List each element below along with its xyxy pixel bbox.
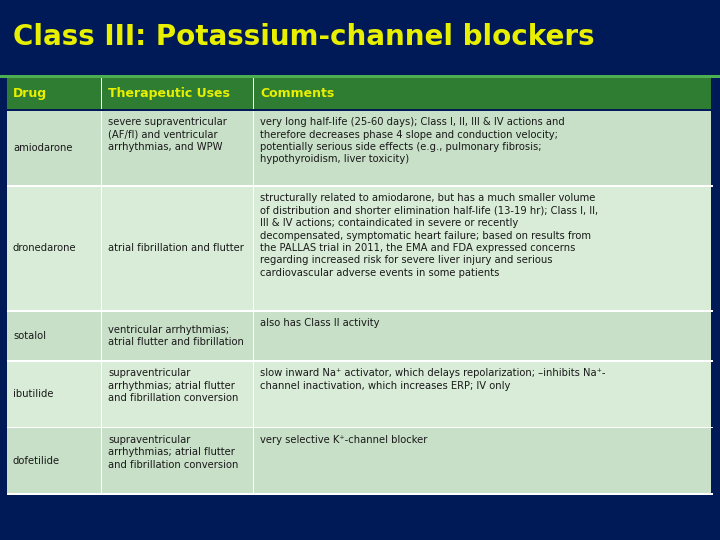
Bar xyxy=(7,427,713,428)
Text: atrial fibrillation and flutter: atrial fibrillation and flutter xyxy=(108,244,244,253)
Bar xyxy=(254,428,711,493)
Bar xyxy=(254,78,711,109)
Bar xyxy=(254,187,711,310)
Bar xyxy=(0,0,720,75)
Bar xyxy=(0,75,720,78)
Bar xyxy=(7,428,101,493)
Bar xyxy=(102,362,253,427)
Text: amiodarone: amiodarone xyxy=(13,143,73,153)
Text: supraventricular
arrhythmias; atrial flutter
and fibrillation conversion: supraventricular arrhythmias; atrial flu… xyxy=(108,435,238,469)
Bar xyxy=(7,78,101,109)
Text: Class III: Potassium-channel blockers: Class III: Potassium-channel blockers xyxy=(13,23,595,51)
Bar xyxy=(102,428,253,493)
Text: Therapeutic Uses: Therapeutic Uses xyxy=(108,87,230,100)
Bar xyxy=(101,78,102,109)
Text: dronedarone: dronedarone xyxy=(13,244,76,253)
Text: Comments: Comments xyxy=(260,87,334,100)
Text: Drug: Drug xyxy=(13,87,47,100)
Bar xyxy=(7,493,713,495)
Bar xyxy=(101,111,102,495)
Bar xyxy=(7,111,101,185)
Text: very long half-life (25-60 days); Class I, II, III & IV actions and
therefore de: very long half-life (25-60 days); Class … xyxy=(260,117,564,164)
Bar xyxy=(7,360,713,362)
Bar xyxy=(7,312,101,360)
Bar xyxy=(254,312,711,360)
Bar xyxy=(254,111,711,185)
Bar xyxy=(102,78,253,109)
Bar xyxy=(102,312,253,360)
Bar xyxy=(7,310,713,312)
Bar xyxy=(7,362,101,427)
Text: ventricular arrhythmias;
atrial flutter and fibrillation: ventricular arrhythmias; atrial flutter … xyxy=(108,325,244,347)
Bar xyxy=(7,185,713,187)
Text: supraventricular
arrhythmias; atrial flutter
and fibrillation conversion: supraventricular arrhythmias; atrial flu… xyxy=(108,368,238,403)
Text: dofetilide: dofetilide xyxy=(13,456,60,465)
Bar xyxy=(102,187,253,310)
Bar xyxy=(253,78,254,109)
Text: also has Class II activity: also has Class II activity xyxy=(260,318,379,328)
Bar xyxy=(7,187,101,310)
Text: slow inward Na⁺ activator, which delays repolarization; –inhibits Na⁺-
channel i: slow inward Na⁺ activator, which delays … xyxy=(260,368,606,390)
Bar xyxy=(102,111,253,185)
Text: severe supraventricular
(AF/fl) and ventricular
arrhythmias, and WPW: severe supraventricular (AF/fl) and vent… xyxy=(108,117,227,152)
Text: ibutilide: ibutilide xyxy=(13,389,53,399)
Bar xyxy=(254,362,711,427)
Bar xyxy=(253,111,254,495)
Text: structurally related to amiodarone, but has a much smaller volume
of distributio: structurally related to amiodarone, but … xyxy=(260,193,598,278)
Text: very selective K⁺-channel blocker: very selective K⁺-channel blocker xyxy=(260,435,427,445)
Text: sotalol: sotalol xyxy=(13,331,46,341)
